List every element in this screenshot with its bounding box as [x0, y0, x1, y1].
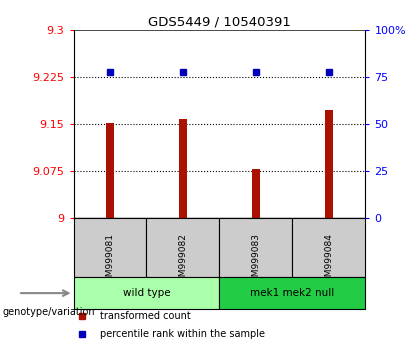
Text: mek1 mek2 null: mek1 mek2 null: [250, 288, 335, 298]
Text: transformed count: transformed count: [100, 312, 191, 321]
Bar: [105, 123, 114, 218]
Text: GSM999081: GSM999081: [105, 233, 115, 288]
Bar: [74, 218, 147, 277]
Bar: [74, 277, 220, 309]
Text: genotype/variation: genotype/variation: [2, 307, 95, 317]
Text: percentile rank within the sample: percentile rank within the sample: [100, 330, 265, 339]
Bar: [292, 218, 365, 277]
Text: GSM999084: GSM999084: [324, 233, 333, 288]
Title: GDS5449 / 10540391: GDS5449 / 10540391: [148, 16, 291, 29]
Bar: [178, 119, 187, 218]
Bar: [220, 277, 365, 309]
Bar: [220, 218, 292, 277]
Text: GSM999082: GSM999082: [178, 233, 187, 288]
Bar: [147, 218, 220, 277]
Text: GSM999083: GSM999083: [252, 233, 260, 288]
Bar: [252, 169, 260, 218]
Bar: [325, 110, 333, 218]
Text: wild type: wild type: [123, 288, 170, 298]
